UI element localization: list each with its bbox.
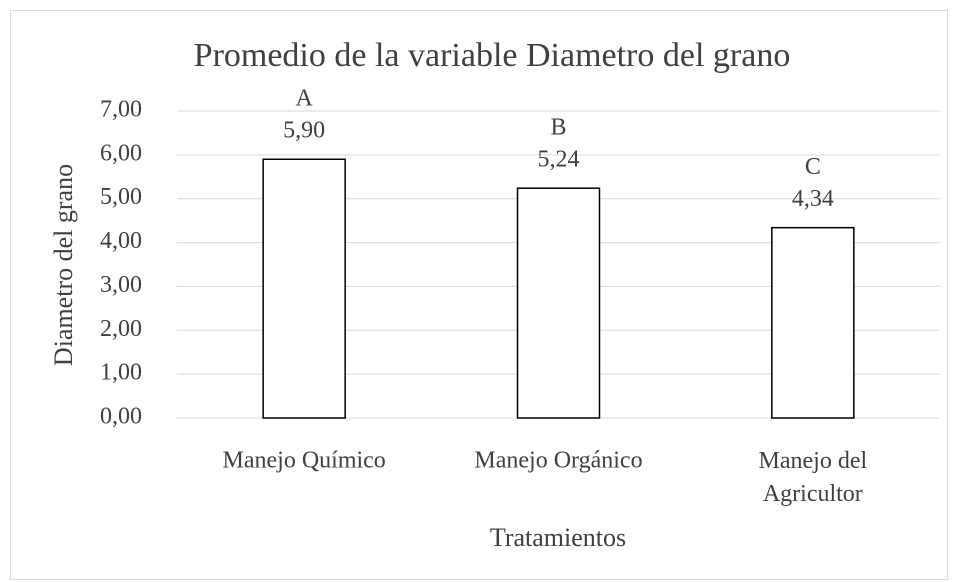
bar — [262, 158, 346, 419]
value-label: 5,24 — [538, 147, 580, 173]
y-axis-label: Diametro del grano — [49, 164, 78, 366]
chart-title: Promedio de la variable Diametro del gra… — [194, 37, 791, 74]
y-tick-label: 7,00 — [100, 97, 142, 123]
annotation: B — [550, 115, 566, 141]
y-tick-label: 6,00 — [100, 140, 142, 166]
bar — [771, 226, 855, 419]
bar — [516, 187, 601, 419]
annotation: A — [295, 86, 313, 112]
y-tick-label: 4,00 — [100, 228, 142, 254]
y-tick-label: 2,00 — [100, 316, 142, 342]
y-tick-label: 5,00 — [100, 184, 142, 210]
y-tick-label: 3,00 — [100, 272, 142, 298]
y-tick-label: 1,00 — [100, 360, 142, 386]
x-tick-label: Manejo del Agricultor — [759, 448, 868, 507]
x-tick-label: Manejo Orgánico — [474, 448, 642, 474]
value-label: 4,34 — [792, 186, 834, 212]
annotation: C — [805, 154, 821, 180]
y-tick-label: 0,00 — [100, 404, 142, 430]
x-axis-label: Tratamientos — [490, 523, 626, 552]
x-tick-label: Manejo Químico — [223, 448, 386, 474]
value-label: 5,90 — [283, 118, 325, 144]
